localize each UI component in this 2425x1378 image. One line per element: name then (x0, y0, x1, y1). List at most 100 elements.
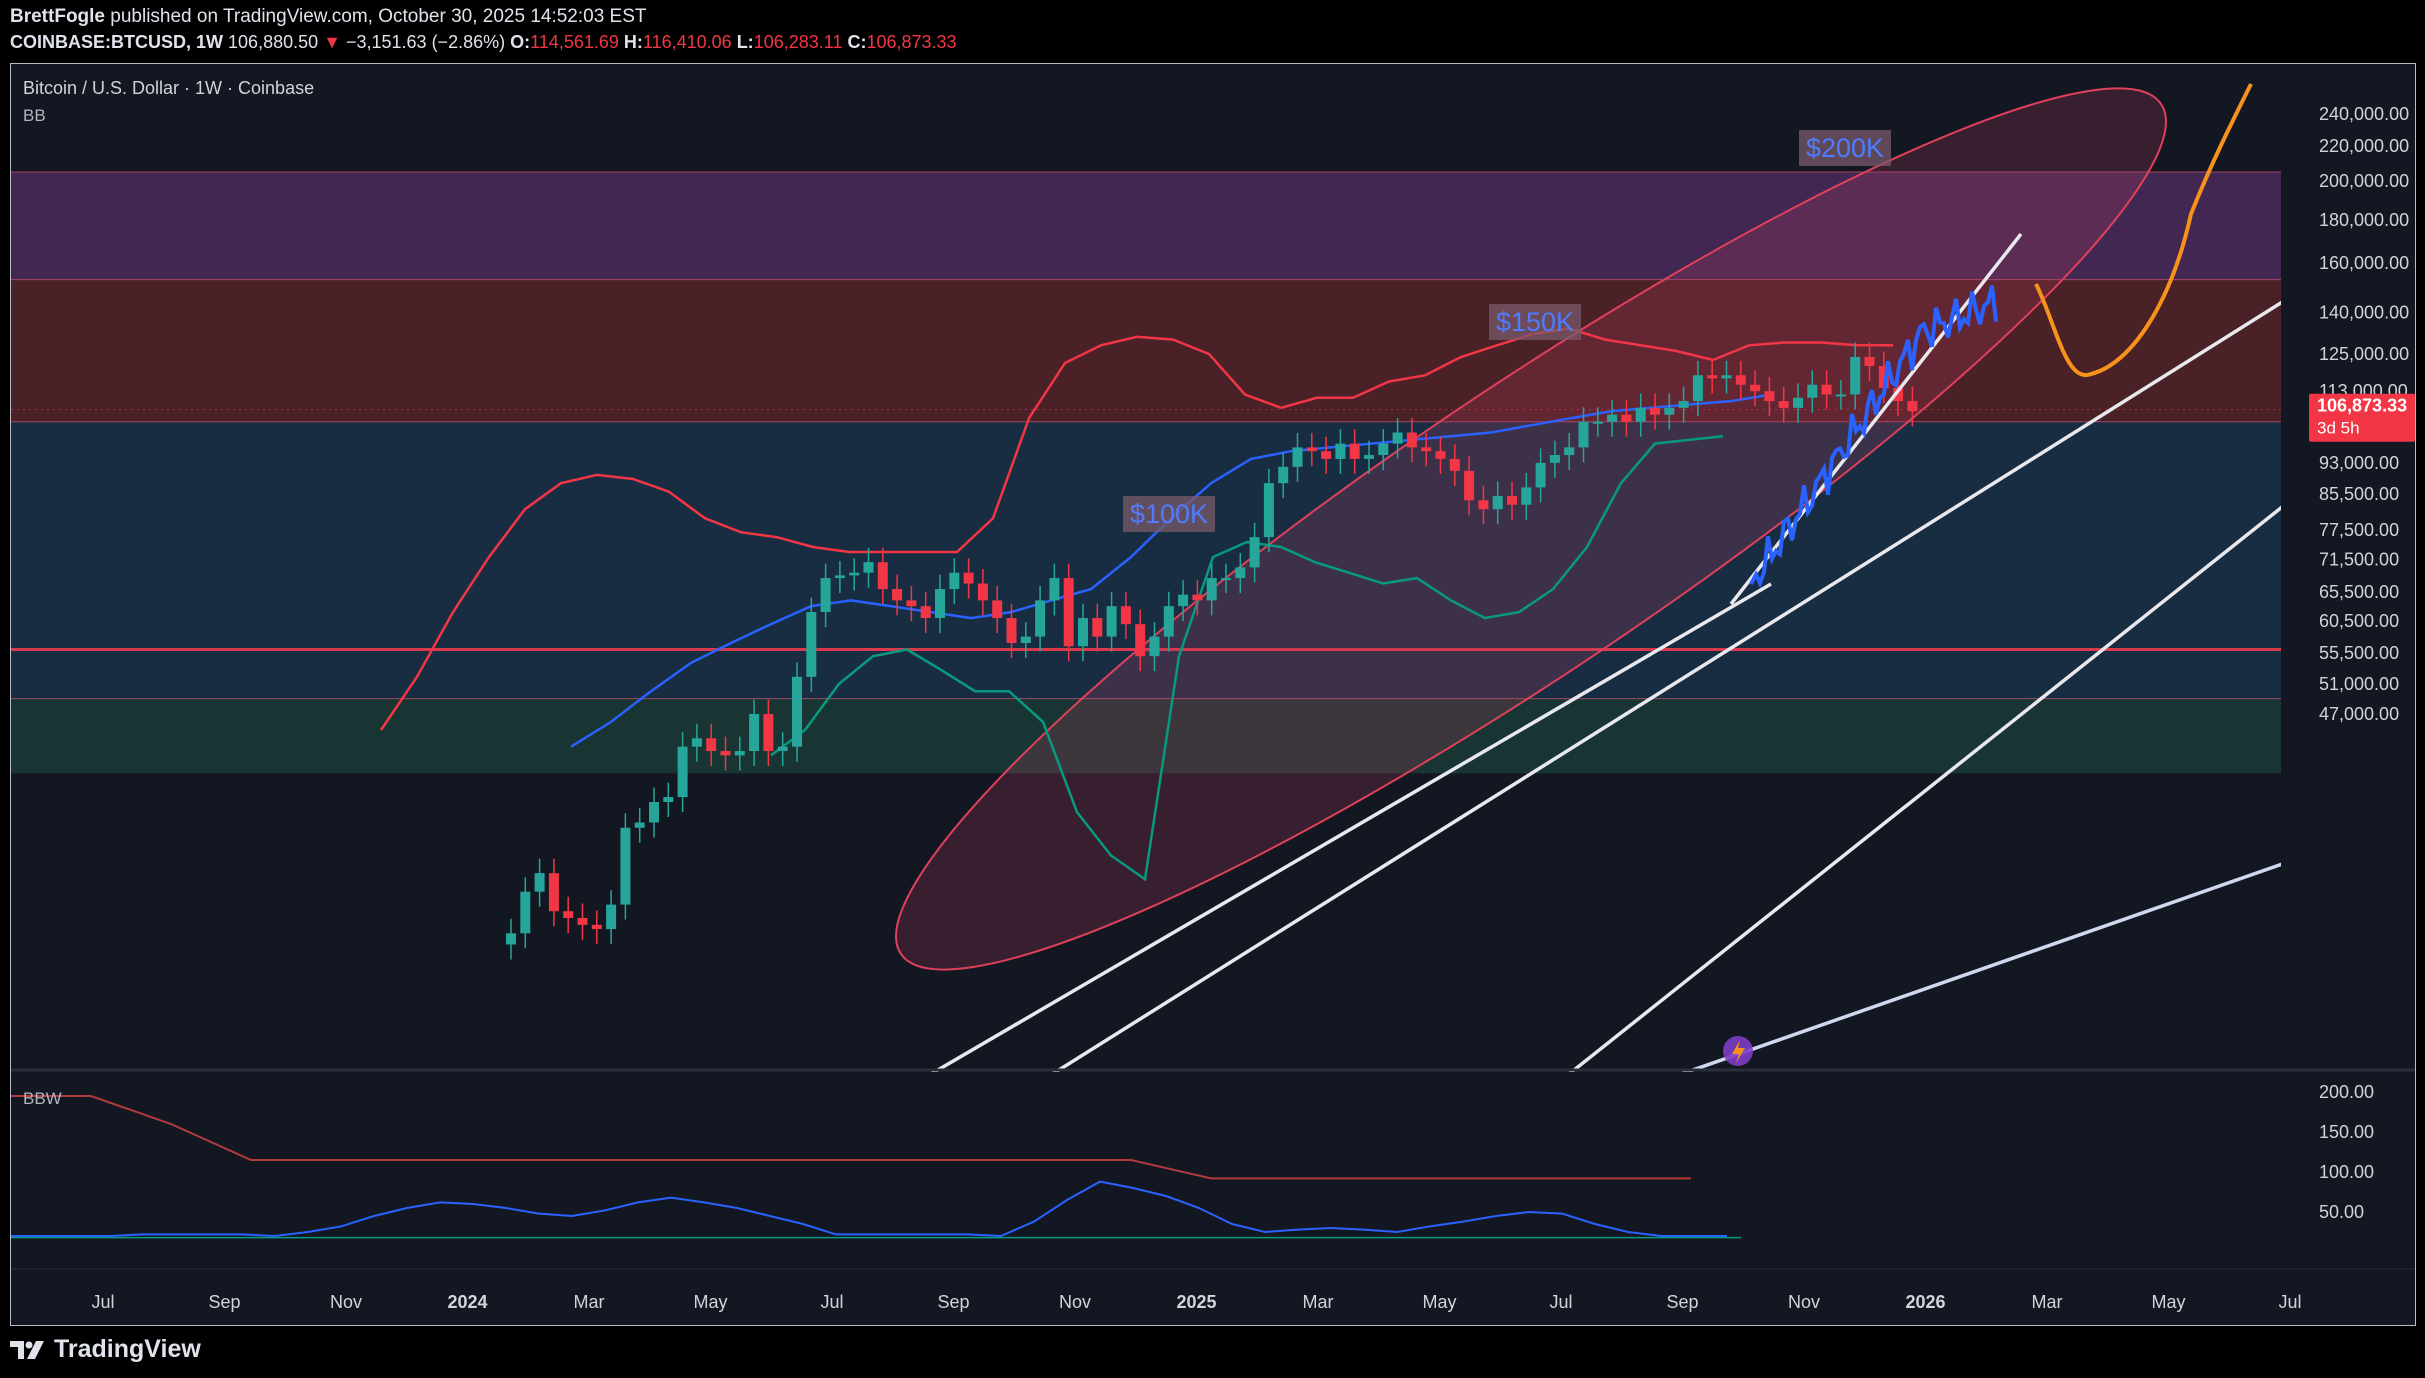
candle-body (1821, 384, 1832, 395)
chart-frame[interactable]: $100K $150K $200K 240,000.00 220,000.00 200,0… (10, 63, 2416, 1326)
candle (548, 858, 559, 927)
candle (591, 910, 602, 945)
candle (1049, 563, 1060, 616)
candle-body (1406, 432, 1417, 448)
candle (1006, 603, 1017, 659)
author-name[interactable]: BrettFogle (10, 6, 105, 27)
candle-body (1778, 401, 1789, 408)
publish-info: BrettFogle published on TradingView.com,… (10, 6, 647, 28)
candle-body (1564, 447, 1575, 456)
time-tick-label: Mar (574, 1292, 605, 1312)
projected-curve (2034, 83, 2253, 378)
candle-body (691, 738, 702, 747)
annotation-box (1489, 304, 1581, 340)
time-tick-label: 2024 (447, 1292, 487, 1312)
price-tick-label: 55,500.00 (2319, 643, 2399, 663)
candle-body (777, 746, 788, 752)
candle (1135, 609, 1146, 672)
price-axis-bg (2281, 64, 2415, 1325)
price-annotation: $100K (1123, 496, 1215, 532)
candle-body (1478, 500, 1489, 510)
candle-body (1764, 391, 1775, 402)
candle-body (1592, 421, 1603, 424)
tradingview-footer[interactable]: TradingView (10, 1335, 201, 1364)
candle (1807, 370, 1818, 413)
price-change: −3,151.63 (−2.86%) (345, 32, 506, 52)
candle-body (977, 583, 988, 601)
candle (1464, 456, 1475, 516)
price-tick-label: 71,500.00 (2319, 550, 2399, 570)
candle-body (1492, 495, 1503, 510)
candle (1621, 400, 1632, 437)
time-tick-label: Jul (2278, 1292, 2301, 1312)
candle (691, 723, 702, 762)
candle (977, 569, 988, 616)
candle (1421, 432, 1432, 467)
price-tick-label: 160,000.00 (2319, 253, 2409, 273)
candle (720, 736, 731, 771)
price-chart[interactable]: $100K $150K $200K 240,000.00 220,000.00 200,0… (11, 64, 2415, 1325)
candle-body (1078, 618, 1088, 647)
price-tick-label: 47,000.00 (2319, 704, 2399, 724)
candle-body (763, 714, 774, 752)
candle (763, 699, 774, 767)
candle-body (1621, 414, 1632, 422)
candle (1306, 432, 1317, 467)
annotation-label: $150K (1496, 307, 1574, 337)
tradingview-brand: TradingView (54, 1335, 201, 1363)
candle-body (1221, 578, 1231, 581)
candle (1163, 591, 1174, 652)
candle-body (1893, 387, 1904, 402)
candle (1278, 452, 1289, 499)
price-tick-label: 77,500.00 (2319, 520, 2399, 540)
bb-indicator-label[interactable]: BB (23, 106, 46, 125)
candle-body (1249, 537, 1260, 568)
candle-body (1321, 451, 1332, 459)
candle (949, 558, 960, 605)
down-arrow-icon: ▼ (323, 32, 341, 52)
candle-body (1521, 487, 1532, 505)
candle (777, 732, 788, 767)
candle (1750, 370, 1761, 407)
candle-body (1192, 594, 1203, 601)
candle-body (548, 873, 559, 912)
candle-body (1835, 394, 1846, 397)
candle-body (649, 802, 659, 823)
annotation-box (1123, 496, 1215, 532)
chart-legend-title[interactable]: Bitcoin / U.S. Dollar · 1W · Coinbase (23, 78, 315, 98)
candle-body (1149, 636, 1160, 657)
candle (1478, 485, 1489, 525)
open-label: O: (510, 32, 531, 52)
candle-body (720, 751, 731, 756)
candle-body (1878, 366, 1889, 388)
candle (792, 662, 802, 762)
candle-body (1692, 375, 1703, 402)
candle (1192, 580, 1203, 616)
candle-body (1063, 578, 1074, 647)
bbw-indicator-label[interactable]: BBW (23, 1089, 62, 1108)
candle-body (1578, 421, 1589, 448)
candle-body (877, 562, 888, 590)
candle (1321, 436, 1332, 474)
price-zone-2 (11, 421, 2281, 699)
time-tick-label: Nov (330, 1292, 362, 1312)
candle (1020, 622, 1031, 659)
candle (820, 563, 831, 628)
candle (634, 808, 645, 843)
candle (1664, 393, 1675, 430)
trend-line-1 (940, 282, 2312, 1146)
candle (892, 574, 903, 616)
candle (1178, 580, 1189, 622)
candle (1907, 386, 1918, 427)
candle-body (892, 589, 903, 601)
candle (1864, 342, 1875, 382)
candle (935, 574, 945, 634)
candle (734, 736, 745, 771)
price-tick-label: 93,000.00 (2319, 453, 2399, 473)
trend-ellipse (895, 87, 2167, 971)
tradingview-logo-icon (10, 1340, 44, 1359)
time-tick-label: Jul (820, 1292, 843, 1312)
event-icon (1723, 1036, 1753, 1066)
candle (749, 699, 760, 767)
low-value: 106,283.11 (753, 32, 843, 52)
